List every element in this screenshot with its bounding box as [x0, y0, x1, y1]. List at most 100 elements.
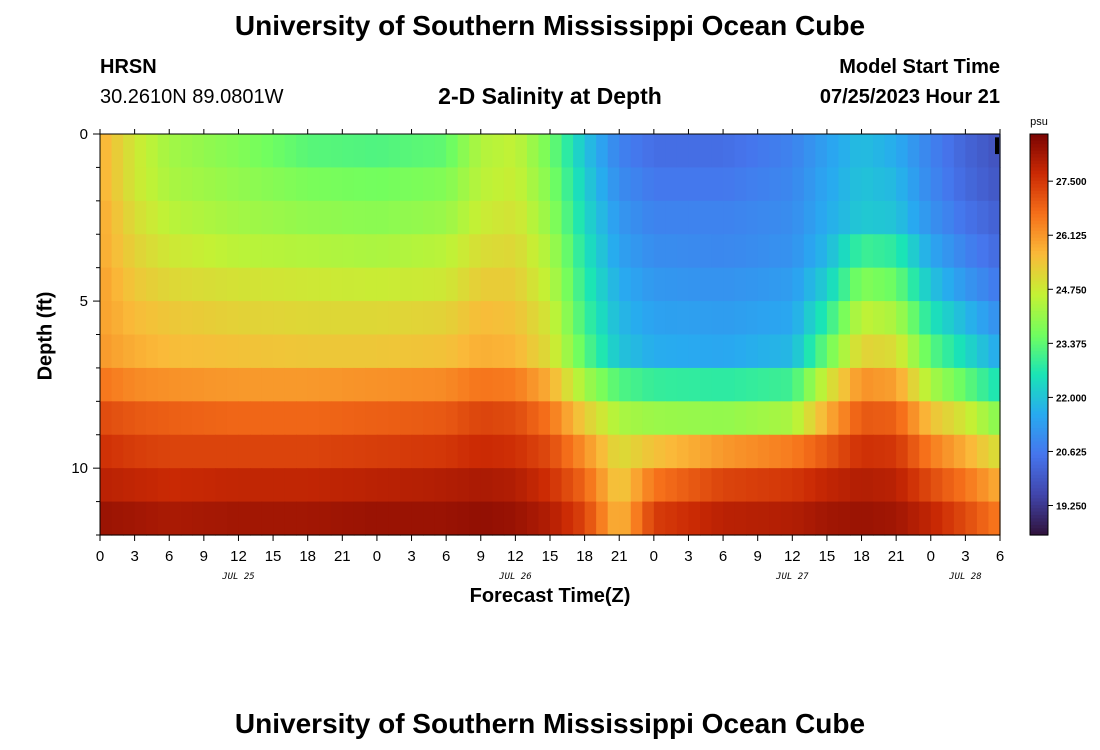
heatmap-cell: [411, 334, 424, 369]
heatmap-cell: [469, 134, 482, 169]
heatmap-cell: [769, 267, 782, 302]
x-tick-label: 15: [819, 548, 836, 565]
heatmap-cell: [734, 167, 747, 202]
heatmap-cell: [307, 301, 320, 336]
heatmap-cell: [400, 401, 413, 436]
heatmap-cell: [342, 301, 355, 336]
heatmap-cell: [584, 234, 597, 269]
heatmap-cell: [261, 401, 274, 436]
heatmap-cell: [434, 301, 447, 336]
x-tick-label: 6: [719, 548, 727, 565]
heatmap-cell: [100, 468, 113, 503]
heatmap-cell: [480, 468, 493, 503]
heatmap-cell: [838, 501, 851, 536]
plot-title: 2-D Salinity at Depth: [438, 83, 662, 109]
heatmap-cell: [273, 468, 286, 503]
heatmap-cell: [584, 367, 597, 402]
heatmap-cell: [965, 367, 978, 402]
heatmap-cell: [492, 334, 505, 369]
heatmap-cell: [319, 434, 332, 469]
heatmap-cell: [884, 501, 897, 536]
heatmap-cell: [711, 334, 724, 369]
heatmap-cell: [607, 334, 620, 369]
heatmap-cell: [573, 367, 586, 402]
colorbar-segment: [1030, 174, 1048, 179]
colorbar-segment: [1030, 297, 1048, 302]
heatmap-cell: [111, 234, 124, 269]
heatmap-cell: [261, 234, 274, 269]
heatmap-cell: [134, 200, 147, 235]
heatmap-cell: [503, 267, 516, 302]
heatmap-cell: [319, 301, 332, 336]
heatmap-cell: [469, 301, 482, 336]
colorbar-segment: [1030, 518, 1048, 523]
colorbar-segment: [1030, 301, 1048, 306]
heatmap-cell: [400, 267, 413, 302]
heatmap-cell: [630, 134, 643, 169]
colorbar-segment: [1030, 291, 1048, 295]
heatmap-cell: [457, 401, 470, 436]
heatmap-cell: [538, 301, 551, 336]
heatmap-cell: [942, 501, 955, 536]
colorbar-tick-label: 24.750: [1056, 285, 1087, 296]
heatmap-cell: [526, 234, 540, 269]
heatmap-cell: [850, 301, 863, 336]
heatmap-cell: [157, 267, 170, 302]
heatmap-cell: [526, 334, 540, 369]
colorbar-segment: [1030, 464, 1048, 469]
colorbar-segment: [1030, 154, 1048, 158]
heatmap-cell: [319, 234, 332, 269]
colorbar: 27.500 26.125 24.750 23.375 22.000 20.625 19.2…: [1029, 116, 1087, 536]
heatmap-cell: [146, 501, 159, 536]
heatmap-cell: [238, 334, 251, 369]
colorbar-segment: [1030, 361, 1048, 366]
colorbar-segment: [1030, 498, 1048, 503]
x-tick-label: 18: [299, 548, 316, 565]
colorbar-segment: [1030, 164, 1048, 169]
heatmap-cell: [434, 167, 447, 202]
heatmap-cell: [653, 501, 666, 536]
heatmap-cell: [330, 334, 343, 369]
heatmap-cell: [515, 367, 528, 402]
heatmap-cell: [503, 234, 516, 269]
heatmap-cell: [769, 234, 782, 269]
colorbar-segment: [1030, 488, 1048, 493]
station-name: HRSN: [100, 56, 157, 78]
heatmap-cell: [446, 434, 459, 469]
colorbar-tick-label: 22.000: [1056, 393, 1087, 404]
heatmap-cell: [550, 267, 563, 302]
heatmap-cell: [180, 267, 193, 302]
x-tick-label: 12: [230, 548, 247, 565]
heatmap-cell: [284, 134, 297, 169]
heatmap-cell: [446, 200, 459, 235]
heatmap-cell: [688, 267, 701, 302]
heatmap-cell: [319, 501, 332, 536]
heatmap-cell: [676, 167, 690, 202]
heatmap-cell: [792, 267, 805, 302]
colorbar-segment: [1030, 187, 1048, 192]
heatmap-cell: [780, 367, 793, 402]
heatmap-cell: [896, 434, 909, 469]
heatmap-cell: [965, 234, 978, 269]
heatmap-cell: [665, 301, 678, 336]
heatmap-cell: [296, 200, 309, 235]
heatmap-cell: [838, 334, 851, 369]
heatmap-cell: [723, 301, 736, 336]
heatmap-cell: [596, 367, 609, 402]
colorbar-segment: [1030, 367, 1048, 372]
heatmap-cell: [792, 234, 805, 269]
heatmap-cell: [561, 367, 574, 402]
heatmap-cell: [538, 267, 551, 302]
heatmap-cell: [919, 501, 932, 536]
x-axis-label: Forecast Time(Z): [469, 585, 631, 607]
heatmap-cell: [596, 167, 609, 202]
heatmap-cell: [111, 167, 124, 202]
heatmap-cell: [238, 301, 251, 336]
heatmap-cell: [319, 267, 332, 302]
heatmap-cell: [607, 267, 620, 302]
heatmap-cell: [411, 134, 424, 169]
heatmap-cell: [861, 134, 874, 169]
heatmap-cell: [596, 468, 609, 503]
heatmap-cell: [411, 301, 424, 336]
colorbar-segment: [1030, 170, 1048, 175]
